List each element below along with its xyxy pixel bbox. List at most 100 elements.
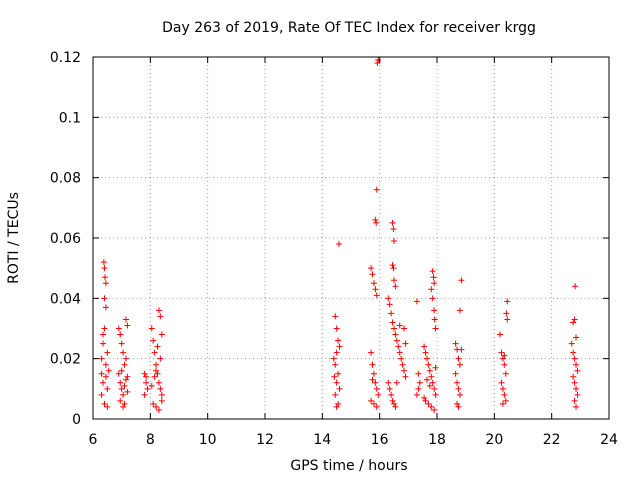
data-point xyxy=(335,370,342,377)
data-point xyxy=(570,319,577,326)
data-point xyxy=(372,379,379,386)
data-point xyxy=(101,400,108,407)
data-point xyxy=(102,274,109,281)
y-tick-label: 0.04 xyxy=(50,291,81,307)
data-point xyxy=(101,265,108,272)
data-point xyxy=(388,310,395,317)
data-point xyxy=(458,346,465,353)
data-point xyxy=(504,316,511,323)
data-point xyxy=(115,370,122,377)
data-point xyxy=(430,274,437,281)
data-point xyxy=(423,355,430,362)
data-point xyxy=(386,385,393,392)
data-point xyxy=(124,322,131,329)
data-point xyxy=(98,370,105,377)
data-point xyxy=(452,370,459,377)
data-point xyxy=(332,313,339,320)
grid xyxy=(93,57,609,419)
data-point xyxy=(432,391,439,398)
data-point xyxy=(499,355,506,362)
data-point xyxy=(423,376,430,383)
data-point xyxy=(121,382,128,389)
data-point xyxy=(454,400,461,407)
data-point xyxy=(124,388,131,395)
data-point xyxy=(499,385,506,392)
data-point xyxy=(401,367,408,374)
data-point xyxy=(398,355,405,362)
data-point xyxy=(157,355,164,362)
data-point xyxy=(98,391,105,398)
data-point xyxy=(390,265,397,272)
data-point xyxy=(399,361,406,368)
data-point xyxy=(143,379,150,386)
data-point xyxy=(572,283,579,290)
data-point xyxy=(368,265,375,272)
data-point xyxy=(104,385,111,392)
data-point xyxy=(393,379,400,386)
data-point xyxy=(574,367,581,374)
data-point xyxy=(428,373,435,380)
data-point xyxy=(426,367,433,374)
data-point xyxy=(571,379,578,386)
data-point xyxy=(120,391,127,398)
data-point xyxy=(98,355,105,362)
x-tick-label: 18 xyxy=(428,432,446,448)
x-tick-label: 22 xyxy=(543,432,561,448)
x-tick-label: 12 xyxy=(256,432,274,448)
data-point xyxy=(333,325,340,332)
data-point xyxy=(429,268,436,275)
data-point xyxy=(335,337,342,344)
data-point xyxy=(393,337,400,344)
data-point xyxy=(498,349,505,356)
data-point xyxy=(391,325,397,332)
data-point xyxy=(388,391,395,398)
data-point xyxy=(458,277,465,284)
data-point xyxy=(454,379,461,386)
data-point xyxy=(369,361,376,368)
y-axis-label: ROTI / TECUs xyxy=(6,192,22,284)
data-point xyxy=(122,355,129,362)
data-point xyxy=(102,280,109,287)
data-point xyxy=(392,403,399,410)
data-point xyxy=(568,340,575,347)
data-point xyxy=(432,325,439,332)
data-point xyxy=(335,241,342,248)
data-point xyxy=(391,400,397,407)
data-point xyxy=(153,361,160,368)
data-point xyxy=(428,403,435,410)
data-point xyxy=(154,343,161,350)
data-point xyxy=(395,343,402,350)
data-point xyxy=(455,403,462,410)
data-point xyxy=(101,295,108,302)
data-point xyxy=(153,367,160,374)
data-point xyxy=(333,379,340,386)
x-tick-label: 6 xyxy=(89,432,98,448)
x-tick-label: 8 xyxy=(146,432,155,448)
data-point xyxy=(501,352,508,359)
data-point xyxy=(416,379,423,386)
data-point xyxy=(118,367,125,374)
data-point xyxy=(396,322,403,329)
data-point xyxy=(389,397,396,404)
data-point xyxy=(151,349,158,356)
data-point xyxy=(422,349,429,356)
data-point xyxy=(373,385,380,392)
data-point xyxy=(102,373,109,380)
data-point xyxy=(375,391,382,398)
y-tick-label: 0.08 xyxy=(50,171,81,187)
data-point xyxy=(104,403,111,410)
data-point xyxy=(150,337,157,344)
data-point xyxy=(336,385,343,392)
data-point xyxy=(115,325,122,332)
data-points xyxy=(98,57,581,413)
data-point xyxy=(120,403,127,410)
data-point xyxy=(426,382,433,389)
data-point xyxy=(504,298,511,305)
data-point xyxy=(374,60,381,67)
data-point xyxy=(150,400,157,407)
data-point xyxy=(370,400,377,407)
axis-ticks xyxy=(92,56,610,420)
data-point xyxy=(154,370,161,377)
data-point xyxy=(117,331,124,338)
